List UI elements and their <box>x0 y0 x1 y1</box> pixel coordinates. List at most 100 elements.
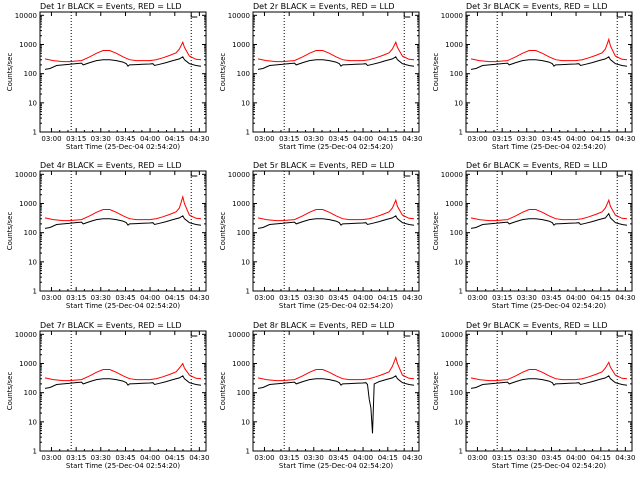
y-tick-label: 10 <box>454 258 463 266</box>
y-tick-label: 10000 <box>441 12 463 20</box>
x-tick-label: 04:00 <box>566 294 586 302</box>
panel-title: Det 5r BLACK = Events, RED = LLD <box>253 161 395 170</box>
x-tick-label: 04:00 <box>566 454 586 462</box>
interval-marker <box>403 332 411 337</box>
x-tick-label: 03:15 <box>66 294 86 302</box>
plot-frame <box>39 170 207 292</box>
x-tick-label: 04:30 <box>189 454 209 462</box>
y-tick-label: 100 <box>237 389 250 397</box>
plot-frame <box>465 330 633 452</box>
series-line-lld <box>257 40 415 63</box>
x-tick-label: 03:30 <box>517 294 537 302</box>
series-line-events <box>470 56 628 70</box>
plot-frame <box>252 11 420 133</box>
x-tick-label: 03:00 <box>467 454 487 462</box>
panel-title: Det 4r BLACK = Events, RED = LLD <box>40 161 182 170</box>
x-tick-label: 03:30 <box>304 135 324 143</box>
y-tick-label: 10 <box>454 99 463 107</box>
y-tick-label: 10000 <box>228 171 250 179</box>
x-tick-label: 03:30 <box>304 294 324 302</box>
x-tick-label: 03:30 <box>304 454 324 462</box>
x-tick-label: 04:15 <box>378 294 398 302</box>
detector-panel: 1 10 100 1000 10000 03:00 03:15 03:30 03:45 04:00… <box>219 161 422 310</box>
y-tick-label: 1 <box>459 288 463 296</box>
y-tick-label: 1000 <box>232 41 250 49</box>
plot-frame <box>39 11 207 133</box>
series-line-lld <box>257 355 415 382</box>
y-tick-label: 1 <box>33 288 37 296</box>
series-line-events <box>257 215 415 229</box>
y-tick-label: 10 <box>454 418 463 426</box>
x-tick-label: 03:15 <box>279 135 299 143</box>
y-tick-label: 100 <box>450 229 463 237</box>
x-axis-label: Start Time (25-Dec-04 02:54:20) <box>279 143 393 151</box>
y-tick-label: 10000 <box>15 171 37 179</box>
interval-marker <box>616 172 624 177</box>
y-axis-label: Counts/sec <box>6 53 14 92</box>
x-tick-label: 04:30 <box>615 454 635 462</box>
panel-title: Det 8r BLACK = Events, RED = LLD <box>253 321 395 330</box>
panel-title: Det 2r BLACK = Events, RED = LLD <box>253 2 395 11</box>
series-line-lld <box>470 361 628 382</box>
x-tick-label: 03:45 <box>541 135 561 143</box>
x-tick-label: 03:15 <box>66 135 86 143</box>
y-tick-label: 100 <box>237 229 250 237</box>
detector-panel: 1 10 100 1000 10000 03:00 03:15 03:30 03:45 04:00… <box>432 161 635 310</box>
detector-panel: 1 10 100 1000 10000 03:00 03:15 03:30 03:45 04:00… <box>432 321 635 470</box>
detector-panel: 1 10 100 1000 10000 03:00 03:15 03:30 03:45 04:00… <box>219 2 422 151</box>
y-tick-label: 10 <box>28 418 37 426</box>
x-tick-label: 03:45 <box>115 294 135 302</box>
x-tick-label: 03:00 <box>467 294 487 302</box>
y-tick-label: 1000 <box>19 360 37 368</box>
x-tick-label: 03:30 <box>517 454 537 462</box>
x-tick-label: 04:00 <box>353 454 373 462</box>
x-tick-label: 04:30 <box>615 135 635 143</box>
x-tick-label: 04:15 <box>591 454 611 462</box>
x-axis-label: Start Time (25-Dec-04 02:54:20) <box>492 143 606 151</box>
plot-frame <box>252 330 420 452</box>
x-tick-label: 03:00 <box>254 135 274 143</box>
x-axis-label: Start Time (25-Dec-04 02:54:20) <box>279 302 393 310</box>
y-tick-label: 1 <box>459 448 463 456</box>
x-tick-label: 04:15 <box>591 135 611 143</box>
series-line-events <box>44 56 202 70</box>
x-tick-label: 03:45 <box>115 135 135 143</box>
interval-marker <box>190 332 198 337</box>
x-tick-label: 03:30 <box>91 135 111 143</box>
y-tick-label: 100 <box>24 70 37 78</box>
x-tick-label: 03:00 <box>254 294 274 302</box>
x-axis-label: Start Time (25-Dec-04 02:54:20) <box>66 462 180 470</box>
y-tick-label: 1000 <box>19 200 37 208</box>
x-axis-label: Start Time (25-Dec-04 02:54:20) <box>492 462 606 470</box>
y-tick-label: 100 <box>24 389 37 397</box>
x-tick-label: 03:15 <box>279 294 299 302</box>
panel-title: Det 3r BLACK = Events, RED = LLD <box>466 2 608 11</box>
interval-marker <box>190 13 198 18</box>
y-tick-label: 100 <box>24 229 37 237</box>
series-line-lld <box>257 198 415 222</box>
y-tick-label: 100 <box>450 389 463 397</box>
detector-panel: 1 10 100 1000 10000 03:00 03:15 03:30 03:45 04:00… <box>219 321 422 470</box>
y-tick-label: 10000 <box>441 171 463 179</box>
y-tick-label: 10000 <box>15 331 37 339</box>
x-tick-label: 04:00 <box>353 294 373 302</box>
y-tick-label: 1000 <box>19 41 37 49</box>
x-tick-label: 03:45 <box>328 135 348 143</box>
x-tick-label: 03:00 <box>41 135 61 143</box>
y-axis-label: Counts/sec <box>219 53 227 92</box>
plot-frame <box>465 11 633 133</box>
series-line-events <box>470 212 628 229</box>
y-tick-label: 1000 <box>232 360 250 368</box>
x-tick-label: 03:45 <box>328 454 348 462</box>
y-axis-label: Counts/sec <box>6 372 14 411</box>
plot-frame <box>252 170 420 292</box>
x-tick-label: 04:15 <box>165 454 185 462</box>
x-tick-label: 04:30 <box>402 135 422 143</box>
x-tick-label: 04:15 <box>591 294 611 302</box>
y-tick-label: 1000 <box>445 360 463 368</box>
y-tick-label: 1 <box>246 448 250 456</box>
series-line-events <box>257 56 415 70</box>
interval-marker <box>403 172 411 177</box>
interval-marker <box>616 13 624 18</box>
x-tick-label: 04:00 <box>566 135 586 143</box>
